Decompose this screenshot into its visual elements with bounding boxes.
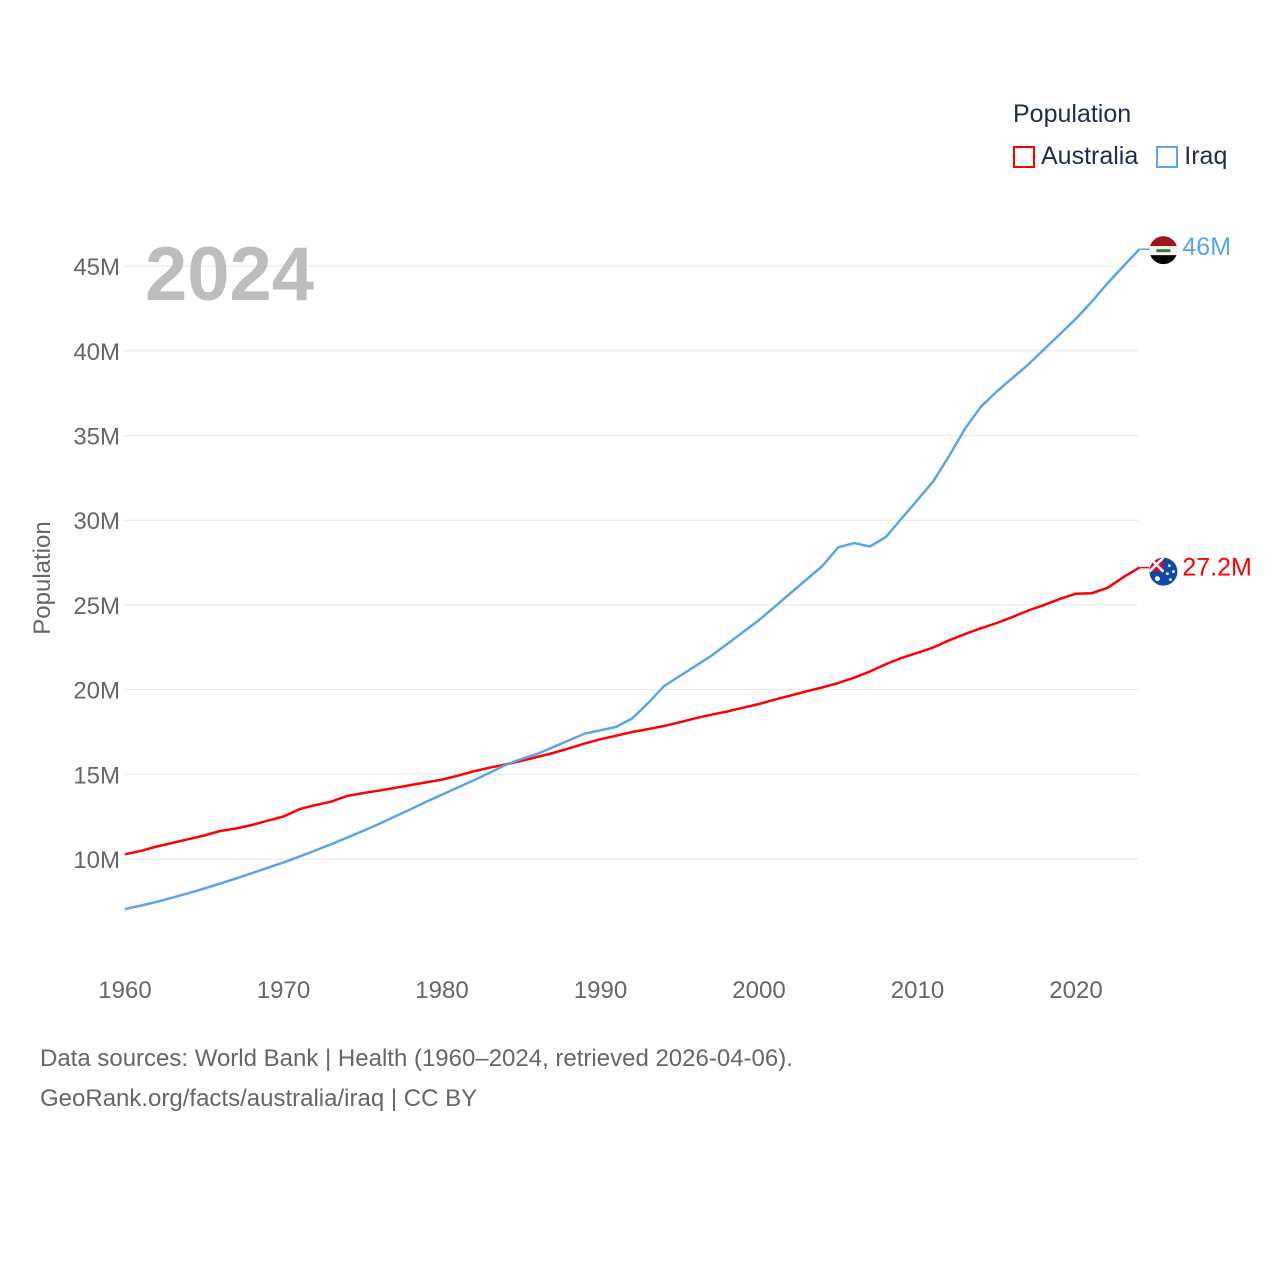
iraq-flag-icon bbox=[1149, 236, 1178, 265]
x-tick-label: 1960 bbox=[98, 977, 151, 1004]
y-tick-label: 40M bbox=[73, 339, 120, 366]
y-tick-label: 15M bbox=[73, 762, 120, 789]
x-tick-label: 2020 bbox=[1049, 977, 1102, 1004]
y-tick-label: 45M bbox=[73, 254, 120, 281]
legend-label: Iraq bbox=[1184, 142, 1228, 170]
y-tick-label: 30M bbox=[73, 508, 120, 535]
y-tick-label: 20M bbox=[73, 678, 120, 705]
x-tick-label: 1970 bbox=[257, 977, 310, 1004]
footer-link[interactable]: GeoRank.org/facts/australia/iraq | CC BY bbox=[40, 1085, 478, 1112]
legend-swatch-australia bbox=[1013, 145, 1035, 168]
series-line-iraq bbox=[124, 248, 1141, 911]
footer-sources: Data sources: World Bank | Health (1960–… bbox=[40, 1045, 793, 1072]
year-watermark: 2024 bbox=[145, 232, 314, 317]
australia-flag-icon bbox=[1149, 557, 1178, 586]
series-line-australia bbox=[124, 566, 1141, 856]
end-value-label: 46M bbox=[1182, 233, 1231, 261]
y-tick-label: 35M bbox=[73, 424, 120, 451]
x-tick-label: 2000 bbox=[732, 977, 785, 1004]
y-tick-label: 25M bbox=[73, 593, 120, 620]
legend-item-iraq[interactable]: Iraq bbox=[1156, 142, 1227, 171]
legend-item-australia[interactable]: Australia bbox=[1013, 142, 1138, 171]
legend-label: Australia bbox=[1041, 142, 1139, 170]
y-tick-label: 10M bbox=[73, 847, 120, 874]
legend: Australia Iraq bbox=[1013, 142, 1227, 171]
legend-title: Population bbox=[1013, 100, 1132, 128]
y-axis-title: Population bbox=[29, 521, 56, 634]
legend-swatch-iraq bbox=[1156, 145, 1179, 168]
x-tick-label: 2010 bbox=[891, 977, 944, 1004]
end-value-label: 27.2M bbox=[1182, 554, 1251, 582]
x-tick-label: 1980 bbox=[415, 977, 468, 1004]
x-tick-label: 1990 bbox=[574, 977, 627, 1004]
